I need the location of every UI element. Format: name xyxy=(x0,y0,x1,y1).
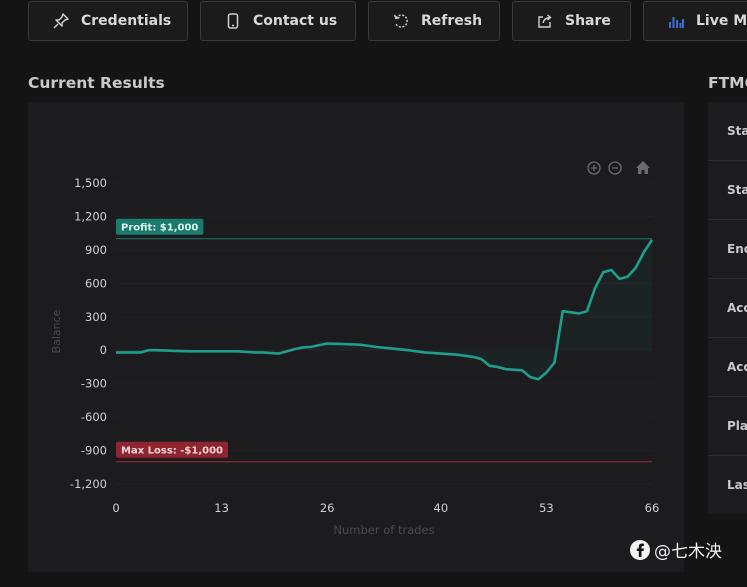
y-axis-ticks: 1,500 1,200 900 600 300 0 -300 -600 -900 -1,200 xyxy=(70,176,107,491)
y-tick-label: -600 xyxy=(81,410,107,424)
profit-target-label: Profit: $1,000 xyxy=(116,218,204,235)
y-axis-label: Balance xyxy=(50,309,63,353)
live-metrics-label: Live Me xyxy=(696,13,747,29)
x-tick-label: 40 xyxy=(434,501,449,515)
max-loss-label: Max Loss: -$1,000 xyxy=(116,441,228,458)
side-row: Sta xyxy=(708,161,747,220)
ftmo-objectives-panel: Sta Sta Enc Acc Acc Pla Las xyxy=(708,102,747,514)
x-axis-ticks: 0 13 26 40 53 66 xyxy=(112,501,659,515)
balance-chart[interactable]: 1,500 1,200 900 600 300 0 -300 -600 -900 -1,200 0… xyxy=(28,102,684,572)
y-tick-label: 1,200 xyxy=(74,209,107,223)
y-tick-label: 300 xyxy=(85,310,107,324)
watermark: @七木泱 xyxy=(630,537,722,562)
x-tick-label: 0 xyxy=(112,501,119,515)
balance-series-line xyxy=(116,239,654,381)
phone-icon xyxy=(225,13,241,29)
svg-text:Profit: $1,000: Profit: $1,000 xyxy=(121,223,198,234)
grid xyxy=(116,182,652,485)
balance-area xyxy=(116,239,652,380)
home-icon[interactable] xyxy=(636,161,650,174)
pin-icon xyxy=(53,13,69,29)
y-tick-label: 1,500 xyxy=(74,176,107,190)
side-row: Sta xyxy=(708,102,747,161)
page-title: Current Results xyxy=(28,74,165,92)
credentials-label: Credentials xyxy=(81,13,172,29)
side-row: Acc xyxy=(708,279,747,338)
y-tick-label: 600 xyxy=(85,276,107,290)
side-row: Enc xyxy=(708,220,747,279)
y-tick-label: 900 xyxy=(85,243,107,257)
watermark-text: @七木泱 xyxy=(654,542,722,562)
bar-chart-icon xyxy=(668,13,684,29)
live-metrics-button[interactable]: Live Me xyxy=(643,1,747,41)
side-row: Acc xyxy=(708,338,747,397)
side-panel-title: FTMC xyxy=(708,74,747,92)
x-axis-label: Number of trades xyxy=(333,523,434,537)
contact-us-label: Contact us xyxy=(253,13,338,29)
y-tick-label: -1,200 xyxy=(70,477,107,491)
x-tick-label: 66 xyxy=(645,501,660,515)
share-button[interactable]: Share xyxy=(512,1,631,41)
y-tick-label: -300 xyxy=(81,377,107,391)
side-row: Pla xyxy=(708,397,747,456)
svg-text:Max Loss: -$1,000: Max Loss: -$1,000 xyxy=(121,446,223,457)
facebook-logo-icon xyxy=(630,539,650,560)
toolbar: Credentials Contact us Refresh Share Liv… xyxy=(0,0,747,50)
refresh-button[interactable]: Refresh xyxy=(368,1,500,41)
share-label: Share xyxy=(565,13,611,29)
contact-us-button[interactable]: Contact us xyxy=(200,1,356,41)
x-tick-label: 13 xyxy=(214,501,229,515)
side-row: Las xyxy=(708,456,747,514)
zoom-in-icon[interactable] xyxy=(587,161,601,175)
zoom-out-icon[interactable] xyxy=(608,161,622,175)
credentials-button[interactable]: Credentials xyxy=(28,1,188,41)
refresh-icon xyxy=(393,13,409,29)
results-chart-panel: 1,500 1,200 900 600 300 0 -300 -600 -900 -1,200 0… xyxy=(28,102,684,572)
x-tick-label: 26 xyxy=(320,501,335,515)
x-tick-label: 53 xyxy=(539,501,554,515)
y-tick-label: 0 xyxy=(100,343,107,357)
y-tick-label: -900 xyxy=(81,444,107,458)
share-icon xyxy=(537,13,553,29)
refresh-label: Refresh xyxy=(421,13,483,29)
